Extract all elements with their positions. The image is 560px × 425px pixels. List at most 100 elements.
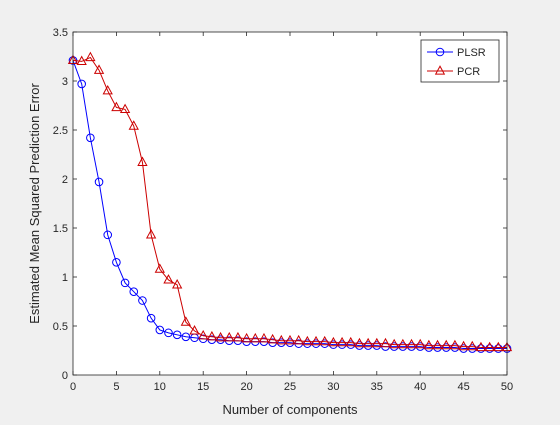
pcr-point [111,101,122,112]
pcr-point [198,329,209,340]
x-tick-label: 40 [414,381,426,393]
pcr-point [484,341,495,352]
y-tick-label: 2.5 [53,125,68,137]
pcr-point [137,156,148,166]
plsr-point [172,330,182,340]
pcr-point [302,335,313,346]
plot-frame [72,31,508,376]
plsr-point [112,258,121,267]
y-tick-label: 3 [62,76,68,88]
x-tick-label: 0 [70,381,76,393]
pcr-point [258,332,270,343]
pcr-point [441,339,452,350]
plsr-point [494,344,503,353]
pcr-point [189,325,200,335]
pcr-point [432,339,443,350]
y-tick-label: 2 [62,174,68,186]
x-tick-label: 15 [197,381,209,393]
pcr-series [67,51,513,352]
plsr-point [138,296,147,305]
plsr-point [181,332,191,342]
y-axis-label: Estimated Mean Squared Prediction Error [27,83,42,324]
pcr-point [180,316,192,326]
x-tick-label: 50 [501,381,513,393]
pcr-point [493,341,504,352]
pcr-point [93,64,105,74]
pcr-point [467,340,478,351]
legend: PLSR PCR [420,39,500,83]
pcr-point [128,120,139,130]
pcr-point [250,332,261,343]
x-tick-label: 25 [284,381,296,393]
pcr-point [388,338,400,349]
legend-item-plsr: PLSR [427,47,486,59]
plsr-point [164,328,173,338]
pcr-point [163,274,174,284]
pcr-point [345,336,356,347]
legend-box [420,39,500,83]
pcr-point [241,332,252,343]
ticks: 0 5 10 15 20 25 30 35 40 45 50 0 0.5 1 1.5 2 2.5 3 3.5 [53,27,513,393]
x-tick-label: 10 [154,381,166,393]
pcr-point [206,330,218,341]
pcr-point [336,336,348,347]
pcr-point [224,331,235,342]
pcr-point [423,339,435,350]
x-tick-label: 45 [457,381,469,393]
x-tick-label: 30 [327,381,339,393]
plsr-point [476,344,486,353]
series-layer [67,51,513,353]
legend-label-plsr: PLSR [457,47,486,59]
y-tick-label: 0 [62,370,68,382]
plsr-point [146,313,156,323]
pcr-point [319,335,330,346]
pcr-point [102,84,113,95]
pcr-point [154,263,165,273]
y-tick-label: 0.5 [53,321,68,333]
plsr-point [120,278,130,288]
pcr-point [362,337,374,348]
pcr-point [397,338,409,349]
pcr-point [267,333,278,344]
plot-area [73,32,507,375]
pcr-point [449,339,461,350]
x-tick-label: 5 [113,381,119,393]
plsr-point [485,344,494,353]
pcr-point [380,337,391,348]
y-tick-label: 1.5 [53,223,68,235]
pcr-point [145,229,157,239]
pcr-point [458,340,469,351]
pcr-point [406,338,417,349]
y-tick-label: 3.5 [53,27,68,39]
legend-marker-plsr [435,47,445,57]
pcr-point [276,334,287,345]
legend-item-pcr: PCR [427,65,480,78]
plsr-point [129,287,139,297]
plsr-point [94,177,104,187]
x-axis-label: Number of components [222,402,358,417]
pcr-point [76,55,87,66]
x-tick-label: 20 [240,381,252,393]
pcr-point [284,334,296,345]
plsr-point [155,325,165,335]
pcr-point [415,338,426,349]
pcr-point [328,336,339,347]
pcr-point [371,337,382,348]
pcr-point [232,331,244,342]
plsr-line [72,60,507,350]
pcr-point [475,341,487,352]
legend-label-pcr: PCR [457,66,480,78]
pcr-point [171,278,183,289]
pcr-point [293,334,304,345]
legend-marker-pcr [434,65,446,75]
pcr-point [119,103,131,114]
pcr-point [354,337,365,348]
plsr-point [86,133,95,143]
pcr-point [310,335,322,346]
pcr-point [85,51,96,62]
x-tick-label: 35 [371,381,383,393]
plsr-point [77,79,86,89]
pcr-point [215,331,226,342]
